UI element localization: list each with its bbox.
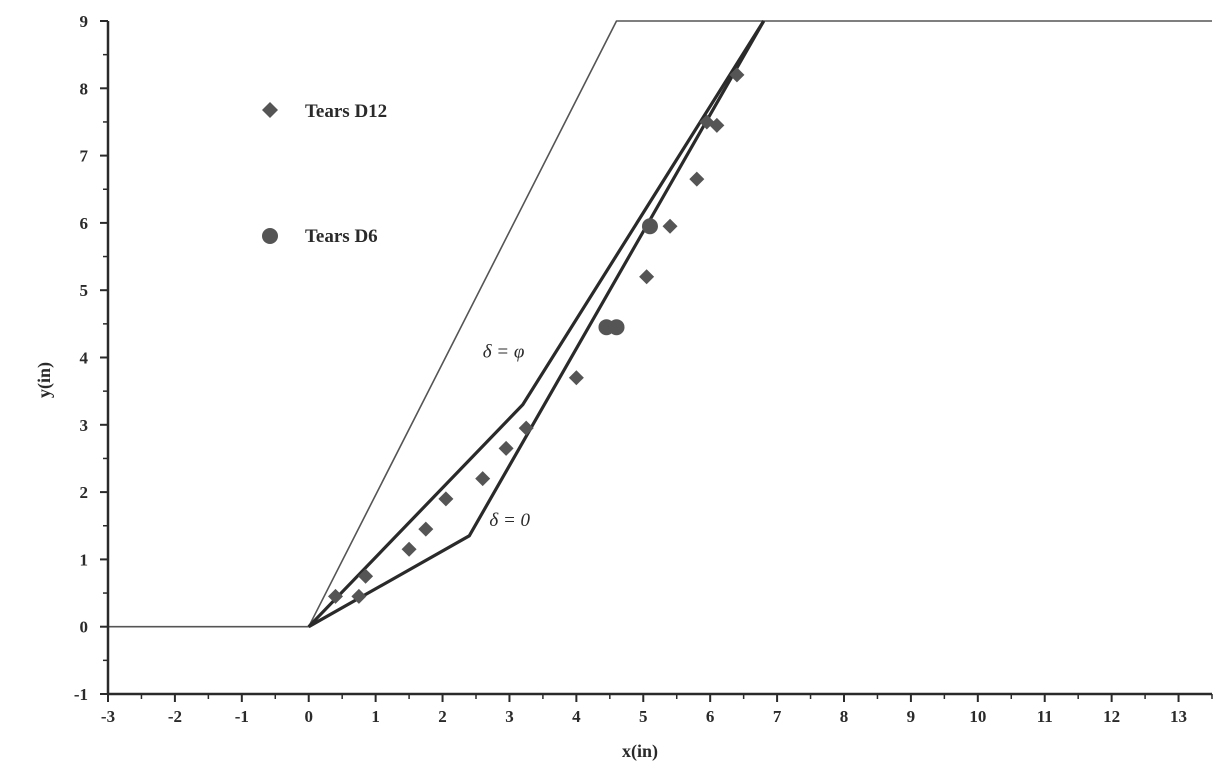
x-tick-label: 3 xyxy=(505,707,514,726)
legend-item-d12: Tears D12 xyxy=(262,101,387,122)
annotations: δ = φ δ = 0 xyxy=(483,342,531,531)
y-tick-label: 6 xyxy=(80,214,89,233)
data-point-d12 xyxy=(351,588,367,604)
data-point-d12 xyxy=(689,171,705,187)
x-tick-label: 4 xyxy=(572,707,581,726)
data-point-d12 xyxy=(327,588,343,604)
x-tick-label: 12 xyxy=(1103,707,1120,726)
x-tick-label: 10 xyxy=(969,707,986,726)
legend-marker-circle-icon xyxy=(262,228,278,244)
y-tick-label: 7 xyxy=(80,147,89,166)
data-point-d12 xyxy=(358,568,374,584)
y-tick-label: 5 xyxy=(80,281,89,300)
legend: Tears D12 Tears D6 xyxy=(262,101,387,247)
y-tick-label: 8 xyxy=(80,79,89,98)
legend-label-d6: Tears D6 xyxy=(305,226,378,247)
y-tick-label: 9 xyxy=(80,12,89,31)
x-tick-label: 7 xyxy=(773,707,782,726)
x-tick-label: 0 xyxy=(304,707,313,726)
data-point-d12 xyxy=(401,541,417,557)
y-tick-label: 2 xyxy=(80,483,89,502)
x-tick-label: 11 xyxy=(1037,707,1053,726)
annotation-0: δ = φ xyxy=(483,342,525,363)
x-tick-label: 8 xyxy=(840,707,849,726)
x-tick-label: -3 xyxy=(101,707,115,726)
y-tick-label: 1 xyxy=(80,550,89,569)
data-point-d12 xyxy=(475,471,491,487)
legend-label-d12: Tears D12 xyxy=(305,101,387,122)
data-point-d12 xyxy=(568,370,584,386)
thick-line-1 xyxy=(307,20,766,628)
y-axis-title: y(in) xyxy=(34,362,55,398)
data-point-d12 xyxy=(518,420,534,436)
data-point-d12 xyxy=(418,521,434,537)
x-tick-label: 9 xyxy=(907,707,916,726)
x-tick-label: 6 xyxy=(706,707,715,726)
y-tick-label: 0 xyxy=(80,618,89,637)
data-point-d12 xyxy=(438,491,454,507)
annotation-1: δ = 0 xyxy=(489,510,530,531)
data-point-d12 xyxy=(709,117,725,133)
x-tick-label: 2 xyxy=(438,707,447,726)
thin-line-0 xyxy=(108,20,1212,628)
legend-item-d6: Tears D6 xyxy=(262,226,378,247)
x-tick-label: 5 xyxy=(639,707,648,726)
x-tick-label: 13 xyxy=(1170,707,1187,726)
data-point-d12 xyxy=(498,440,514,456)
y-tick-label: 3 xyxy=(80,416,89,435)
data-point-d12 xyxy=(729,67,745,83)
y-tick-label: 4 xyxy=(80,349,89,368)
data-point-d6 xyxy=(641,218,658,235)
x-tick-label: 1 xyxy=(371,707,380,726)
data-point-d12 xyxy=(639,269,655,285)
y-tick-label: -1 xyxy=(74,685,88,704)
axes xyxy=(100,20,1213,702)
x-tick-label: -1 xyxy=(235,707,249,726)
data-point-d6 xyxy=(608,319,625,336)
plot-markers xyxy=(327,67,745,604)
legend-marker-diamond-icon xyxy=(262,102,278,118)
x-axis-title: x(in) xyxy=(622,741,658,762)
x-tick-label: -2 xyxy=(168,707,182,726)
data-point-d12 xyxy=(662,218,678,234)
